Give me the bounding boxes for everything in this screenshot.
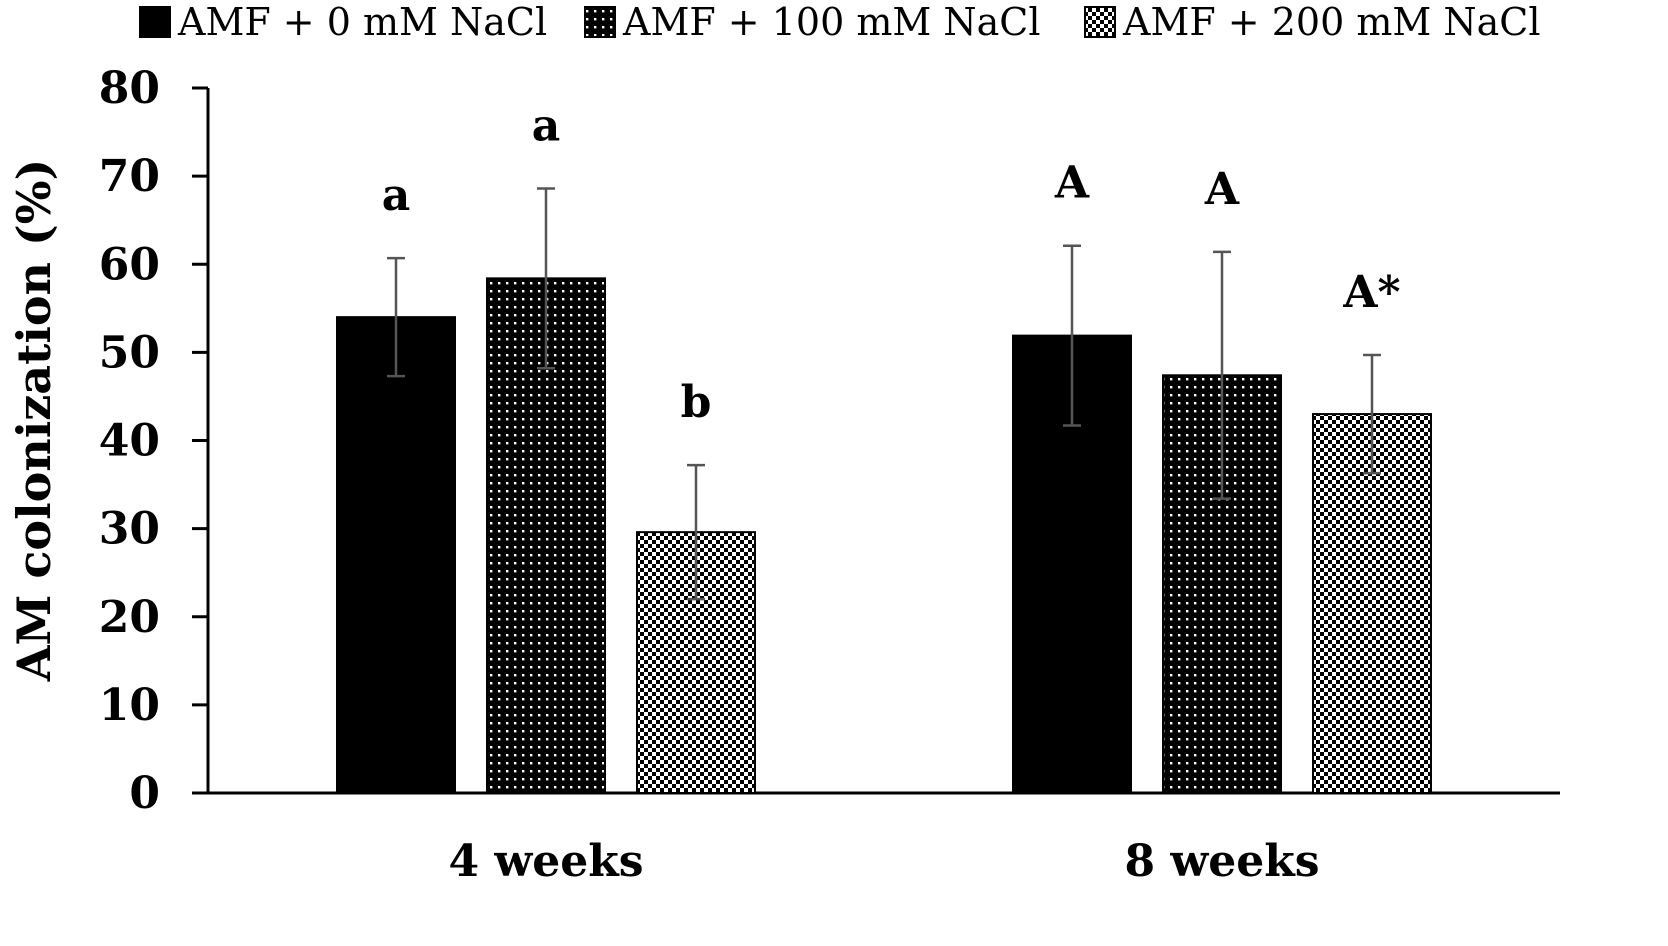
legend-item: AMF + 100 mM NaCl [584,0,1040,44]
legend-item: AMF + 0 mM NaCl [139,0,547,44]
y-tick-label: 60 [99,239,160,290]
y-tick-label: 0 [129,768,160,819]
legend-swatch [139,6,171,38]
significance-label: a [382,170,411,221]
y-tick-label: 80 [99,63,160,114]
significance-label: a [532,100,561,151]
y-axis-title: AM colonization (%) [7,159,61,682]
significance-label: b [681,377,712,428]
legend-swatch [1084,6,1116,38]
x-category-label: 8 weeks [1124,836,1319,887]
significance-label: A* [1342,267,1400,318]
legend: AMF + 0 mM NaCl AMF + 100 mM NaCl AMF + 20… [139,0,1540,44]
x-category-label: 4 weeks [448,836,643,887]
legend-label: AMF + 100 mM NaCl [622,0,1040,44]
error-bar [1063,244,1081,427]
significance-label: A [1204,164,1240,215]
significance-label: A [1054,158,1090,209]
error-bar [687,463,705,601]
legend-label: AMF + 200 mM NaCl [1122,0,1540,44]
y-axis: 0 10 20 30 40 50 60 70 80 [99,63,210,819]
bars: a Aa Ab A* [336,100,1432,795]
error-bar [1213,250,1231,500]
legend-label: AMF + 0 mM NaCl [177,0,547,44]
y-tick-label: 20 [99,592,160,643]
error-bar [537,187,555,370]
y-tick-label: 30 [99,504,160,555]
y-tick-label: 70 [99,151,160,202]
legend-item: AMF + 200 mM NaCl [1084,0,1540,44]
bar [336,316,456,794]
error-bar [387,256,405,378]
bar [1312,413,1432,794]
y-tick-label: 10 [99,680,160,731]
y-tick-label: 40 [99,416,160,467]
x-axis: 4 weeks 8 weeks [208,791,1560,887]
y-tick-label: 50 [99,327,160,378]
legend-swatch [584,6,616,38]
error-bar [1363,353,1381,475]
